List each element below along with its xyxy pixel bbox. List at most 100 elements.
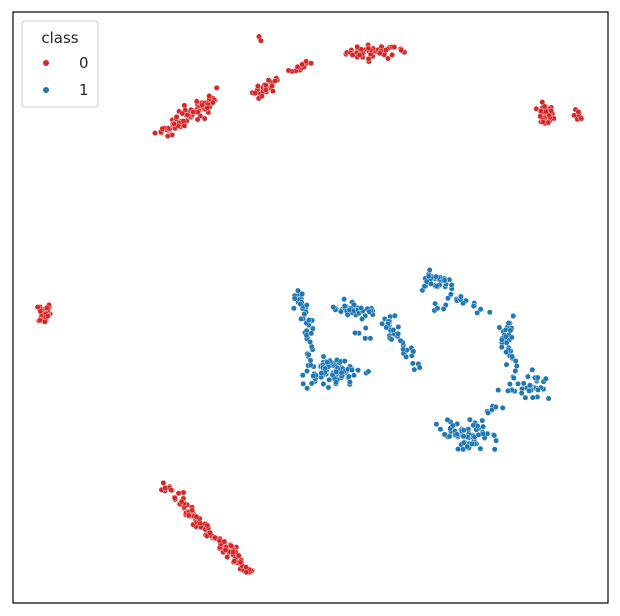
point-class-0 [159,125,166,132]
point-class-1 [291,295,298,302]
point-class-1 [496,324,503,331]
point-class-0 [540,119,546,125]
point-class-0 [173,113,180,120]
point-class-1 [495,387,502,393]
point-class-1 [329,371,336,378]
point-class-1 [416,364,423,371]
point-class-1 [498,336,505,343]
point-class-1 [460,433,467,440]
point-class-0 [398,47,405,54]
point-class-1 [409,360,416,367]
point-class-1 [391,312,398,319]
point-class-0 [269,88,276,95]
point-class-1 [421,283,428,290]
point-class-0 [206,93,213,99]
point-class-0 [180,489,187,496]
point-class-0 [209,99,216,106]
point-class-0 [269,83,275,89]
point-class-0 [162,484,169,491]
point-class-1 [469,440,475,447]
point-class-1 [529,366,536,373]
plot-frame [12,11,609,604]
point-class-1 [502,326,509,333]
point-class-0 [204,522,211,529]
point-class-0 [171,121,178,127]
point-class-1 [305,351,312,358]
point-class-1 [310,373,317,379]
point-class-1 [400,346,406,353]
point-class-1 [498,344,505,350]
point-class-1 [525,373,531,380]
point-class-0 [184,112,191,119]
point-class-1 [453,431,460,438]
point-class-0 [222,547,229,553]
point-class-0 [548,108,555,114]
point-class-1 [503,349,509,355]
point-class-0 [193,98,200,105]
point-class-1 [479,417,486,424]
point-class-1 [502,333,509,340]
point-class-0 [216,537,223,544]
point-class-1 [460,446,466,453]
point-class-1 [491,446,498,453]
point-class-1 [475,431,482,438]
point-class-1 [457,293,464,300]
point-class-1 [425,273,432,280]
point-class-0 [178,498,185,505]
point-class-1 [446,433,453,440]
point-class-1 [440,305,447,312]
point-class-1 [486,309,493,316]
point-class-0 [254,83,261,90]
legend-marker-1 [43,87,49,93]
legend-label-1: 1 [79,81,89,99]
point-class-1 [395,330,401,337]
point-class-0 [285,67,292,74]
point-class-0 [44,304,50,311]
point-class-0 [265,77,272,84]
point-class-1 [397,337,404,344]
point-class-0 [303,58,309,65]
point-class-0 [194,109,201,116]
point-class-1 [307,339,313,345]
point-class-0 [543,108,549,115]
point-class-1 [300,380,307,387]
point-class-1 [480,423,486,430]
point-class-0 [235,552,242,559]
point-class-1 [344,311,351,318]
point-class-1 [341,296,347,302]
point-class-1 [307,357,314,364]
point-class-1 [534,374,541,381]
point-class-1 [470,303,477,309]
point-class-1 [503,361,510,368]
point-class-1 [477,445,484,452]
point-class-0 [356,52,363,58]
point-class-0 [37,308,44,315]
point-class-1 [510,313,517,319]
point-class-0 [299,61,306,68]
point-class-0 [538,108,544,115]
point-class-1 [341,303,348,309]
point-class-1 [445,295,451,302]
point-class-1 [460,439,467,446]
point-class-0 [258,93,265,100]
point-class-1 [299,291,306,297]
point-class-1 [444,416,451,423]
point-class-1 [290,305,297,312]
point-class-1 [295,287,301,294]
point-class-0 [201,115,208,122]
legend-marker-0 [43,60,49,66]
point-class-0 [272,78,278,84]
point-class-1 [318,370,325,377]
point-class-1 [349,367,355,373]
point-class-1 [338,369,345,376]
legend-box [21,20,99,108]
point-class-0 [189,507,196,514]
legend-label-0: 0 [79,54,89,72]
point-class-1 [507,327,514,334]
point-class-1 [437,426,444,433]
point-class-1 [304,368,310,374]
point-class-1 [515,380,521,387]
legend-title: class [41,29,78,47]
point-class-1 [297,301,304,307]
series-0 [34,33,585,576]
